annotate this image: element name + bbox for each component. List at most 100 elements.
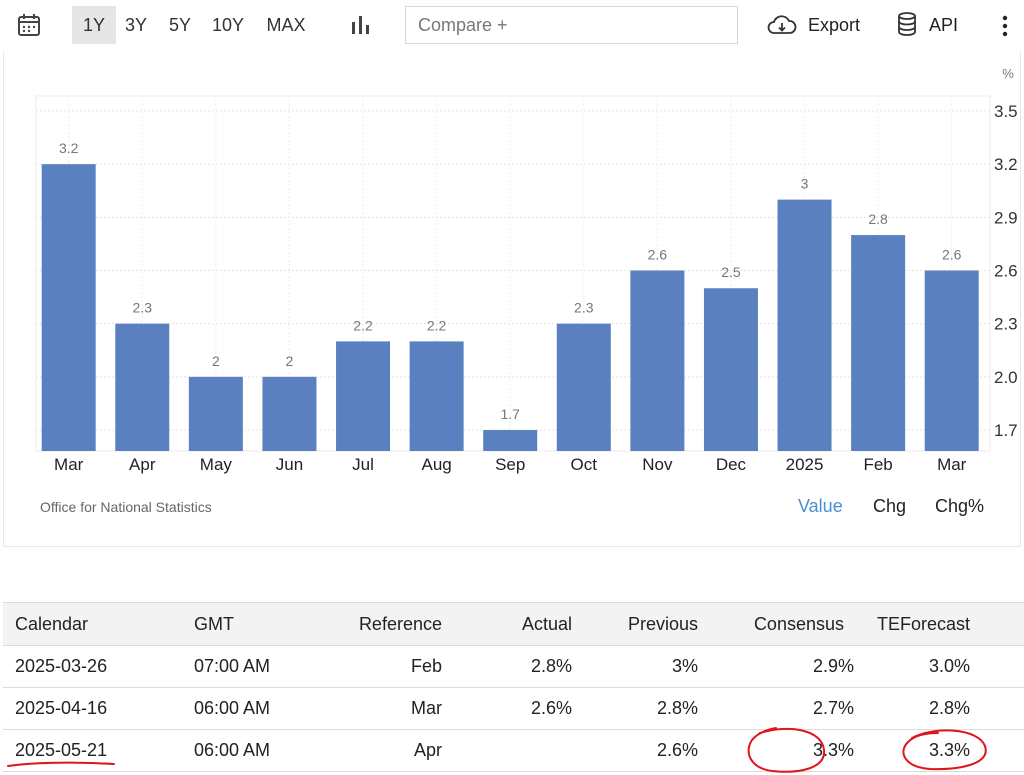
bar — [336, 341, 391, 451]
chart-panel: % 1.7 2.0 2.3 2.6 2.9 3.2 3.5 3.2 Mar 2.3 Apr 2 May 2 J… — [3, 52, 1021, 547]
range-10y-button[interactable]: 10Y — [211, 15, 245, 35]
bar-value-label: 2.5 — [721, 264, 741, 280]
cell-previous: 3% — [578, 645, 704, 688]
col-consensus-header[interactable]: Consensus — [704, 602, 862, 646]
x-tick-label: Mar — [54, 455, 84, 474]
x-tick-label: Jul — [352, 455, 374, 474]
cell-previous: 2.6% — [578, 729, 704, 772]
cell-actual — [452, 729, 578, 772]
y-tick-label: 1.7 — [994, 421, 1018, 440]
bar — [556, 323, 611, 451]
cloud-download-icon — [767, 15, 797, 34]
calendar-icon[interactable] — [16, 12, 42, 38]
calendar-table: Calendar GMT Reference Actual Previous C… — [3, 602, 1024, 772]
bar-value-label: 2.8 — [868, 211, 888, 227]
bar-chart-icon[interactable] — [350, 14, 372, 36]
chart-source: Office for National Statistics — [40, 499, 212, 515]
table-row: 2025-05-21 06:00 AM Apr 2.6% 3.3% 3.3% — [3, 729, 1024, 772]
mode-value-button[interactable]: Value — [798, 496, 843, 516]
mode-chg-button[interactable]: Chg — [873, 496, 907, 516]
cell-teforecast: 3.3% — [862, 729, 1024, 772]
range-3y-button[interactable]: 3Y — [124, 15, 148, 35]
x-tick-label: Dec — [716, 455, 747, 474]
x-tick-label: Feb — [863, 455, 892, 474]
x-tick-label: Oct — [571, 455, 598, 474]
table-row: 2025-03-26 07:00 AM Feb 2.8% 3% 2.9% 3.0… — [3, 645, 1024, 688]
x-tick-label: Sep — [495, 455, 525, 474]
x-tick-label: Nov — [642, 455, 673, 474]
bar — [483, 430, 538, 451]
bar-value-label: 2 — [286, 353, 294, 369]
col-calendar-header[interactable]: Calendar — [3, 602, 181, 646]
bar-value-label: 2.6 — [648, 247, 668, 263]
bar — [41, 164, 96, 451]
range-5y-button[interactable]: 5Y — [168, 15, 192, 35]
range-1y-button[interactable]: 1Y — [72, 6, 116, 44]
cell-consensus: 2.7% — [704, 687, 862, 730]
bar — [703, 288, 758, 451]
cell-calendar: 2025-03-26 — [3, 645, 181, 688]
cell-gmt: 06:00 AM — [181, 729, 324, 772]
bar — [115, 323, 170, 451]
col-reference-header[interactable]: Reference — [324, 602, 452, 646]
bar — [924, 270, 979, 451]
cell-gmt: 06:00 AM — [181, 687, 324, 730]
cell-previous: 2.8% — [578, 687, 704, 730]
y-tick-label: 3.5 — [994, 102, 1018, 121]
bar-value-label: 2.3 — [574, 300, 594, 316]
chart-toolbar: 1Y 3Y 5Y 10Y MAX Export API — [0, 0, 1024, 52]
cell-gmt: 07:00 AM — [181, 645, 324, 688]
bar — [777, 199, 832, 451]
cell-teforecast: 2.8% — [862, 687, 1024, 730]
compare-input[interactable] — [405, 6, 738, 44]
x-tick-label: May — [200, 455, 233, 474]
cell-calendar: 2025-04-16 — [3, 687, 181, 730]
col-gmt-header[interactable]: GMT — [181, 602, 324, 646]
cell-reference: Mar — [324, 687, 452, 730]
mode-chgpct-button[interactable]: Chg% — [935, 496, 985, 516]
cell-consensus: 3.3% — [704, 729, 862, 772]
database-icon — [898, 12, 916, 36]
y-tick-label: 2.9 — [994, 208, 1018, 227]
bar — [188, 376, 243, 451]
x-tick-label: Mar — [937, 455, 967, 474]
x-tick-label: Apr — [129, 455, 156, 474]
cell-reference: Feb — [324, 645, 452, 688]
col-previous-header[interactable]: Previous — [578, 602, 704, 646]
export-label: Export — [808, 15, 861, 35]
cell-actual: 2.6% — [452, 687, 578, 730]
x-tick-label: Aug — [421, 455, 451, 474]
bar-value-label: 2.2 — [427, 317, 447, 333]
col-actual-header[interactable]: Actual — [452, 602, 578, 646]
bar-value-label: 2.6 — [942, 247, 962, 263]
bar-value-label: 3.2 — [59, 140, 79, 156]
export-button[interactable]: Export — [766, 6, 866, 44]
bar-value-label: 2.3 — [133, 300, 153, 316]
table-row: 2025-04-16 06:00 AM Mar 2.6% 2.8% 2.7% 2… — [3, 687, 1024, 730]
y-tick-label: 2.6 — [994, 262, 1018, 281]
api-label: API — [929, 15, 959, 35]
range-max-button[interactable]: MAX — [266, 15, 306, 35]
x-tick-label: Jun — [276, 455, 303, 474]
y-tick-label: 3.2 — [994, 155, 1018, 174]
bar — [630, 270, 685, 451]
bar — [262, 376, 317, 451]
y-tick-label: 2.3 — [994, 315, 1018, 334]
cell-teforecast: 3.0% — [862, 645, 1024, 688]
bar-value-label: 2 — [212, 353, 220, 369]
cell-actual: 2.8% — [452, 645, 578, 688]
api-button[interactable]: API — [896, 6, 966, 44]
bar-value-label: 2.2 — [353, 317, 373, 333]
bar-value-label: 1.7 — [500, 406, 520, 422]
table-header-row: Calendar GMT Reference Actual Previous C… — [3, 602, 1024, 646]
more-vertical-icon[interactable] — [996, 14, 1014, 38]
x-tick-label: 2025 — [786, 455, 824, 474]
bar-chart: % 1.7 2.0 2.3 2.6 2.9 3.2 3.5 3.2 Mar 2.3 Apr 2 May 2 J… — [35, 66, 1018, 474]
bar — [409, 341, 464, 451]
cell-consensus: 2.9% — [704, 645, 862, 688]
y-unit-label: % — [1002, 66, 1014, 81]
cell-reference: Apr — [324, 729, 452, 772]
col-teforecast-header[interactable]: TEForecast — [862, 602, 1024, 646]
plot-frame — [35, 95, 991, 452]
cell-calendar: 2025-05-21 — [3, 729, 181, 772]
